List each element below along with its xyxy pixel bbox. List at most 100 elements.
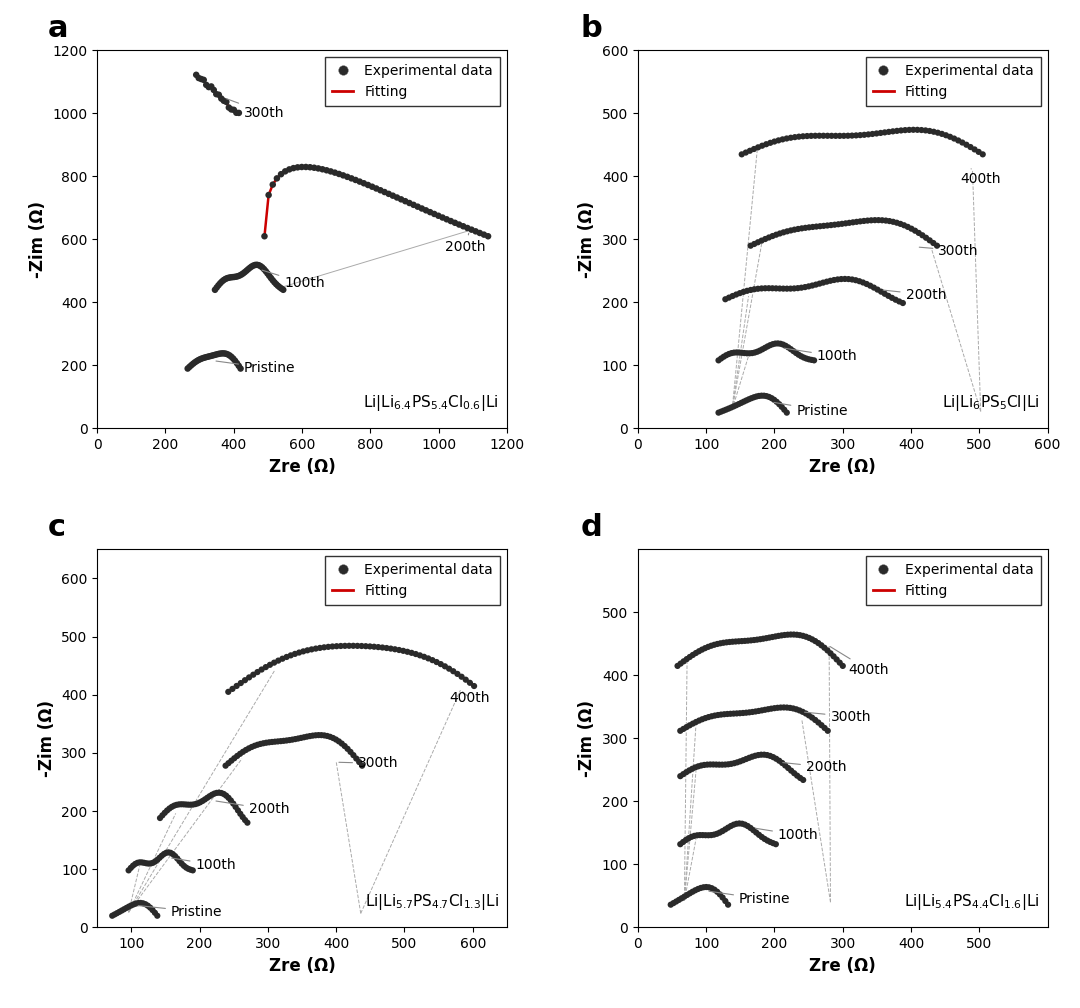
Point — [958, 137, 975, 153]
Point — [962, 139, 980, 155]
Point — [253, 661, 270, 677]
Point — [905, 122, 922, 138]
Point — [792, 770, 809, 786]
Point — [733, 146, 751, 162]
Point — [738, 751, 755, 767]
Point — [901, 122, 918, 138]
Point — [813, 717, 831, 733]
Point — [768, 227, 785, 243]
Point — [364, 178, 381, 195]
Point — [811, 218, 828, 234]
Point — [748, 632, 766, 648]
Point — [297, 159, 314, 175]
Point — [678, 887, 696, 903]
Point — [256, 228, 273, 244]
Point — [693, 712, 711, 728]
Point — [453, 668, 470, 684]
Point — [307, 727, 324, 743]
Point — [177, 796, 194, 812]
Point — [251, 257, 268, 273]
Point — [295, 729, 312, 745]
Point — [708, 884, 726, 900]
Point — [819, 218, 836, 234]
Point — [731, 706, 748, 722]
Text: 100th: 100th — [262, 270, 325, 290]
Point — [315, 728, 333, 744]
Point — [215, 272, 232, 288]
Point — [774, 280, 792, 296]
Point — [793, 279, 810, 295]
Point — [191, 794, 208, 810]
Point — [970, 144, 987, 160]
Point — [782, 280, 799, 296]
Point — [217, 271, 234, 287]
Point — [421, 204, 438, 220]
Point — [690, 758, 707, 774]
Point — [829, 216, 847, 232]
Point — [198, 77, 215, 93]
Point — [865, 279, 882, 295]
Point — [868, 125, 886, 141]
Point — [677, 832, 694, 848]
Point — [770, 753, 787, 769]
Point — [787, 702, 805, 718]
Point — [806, 353, 823, 369]
Point — [141, 899, 159, 915]
Point — [798, 351, 815, 367]
Point — [687, 759, 704, 775]
Point — [125, 896, 143, 912]
Point — [731, 815, 748, 832]
Point — [459, 220, 476, 236]
Point — [692, 757, 710, 773]
Point — [106, 906, 123, 922]
Point — [730, 633, 747, 649]
Point — [877, 213, 894, 229]
Point — [672, 768, 689, 784]
Point — [887, 291, 904, 307]
Text: a: a — [48, 14, 68, 43]
Point — [374, 639, 391, 655]
Point — [774, 337, 792, 353]
Point — [226, 750, 243, 766]
Point — [222, 349, 240, 365]
Point — [108, 905, 125, 921]
Point — [167, 796, 185, 812]
Point — [384, 187, 402, 204]
Point — [392, 192, 409, 208]
Point — [232, 675, 249, 691]
Point — [200, 79, 217, 95]
Point — [800, 278, 818, 294]
Point — [717, 401, 734, 417]
Point — [774, 225, 792, 241]
Point — [782, 341, 799, 357]
Point — [974, 146, 991, 162]
Point — [714, 757, 731, 773]
Point — [804, 277, 821, 293]
Point — [252, 258, 269, 274]
Point — [795, 628, 812, 644]
Point — [720, 400, 738, 416]
Point — [937, 127, 955, 143]
Text: 200th: 200th — [445, 233, 486, 254]
Point — [677, 764, 694, 780]
Point — [876, 124, 893, 140]
Point — [760, 280, 778, 296]
Text: b: b — [581, 14, 603, 43]
Point — [728, 345, 745, 361]
Point — [881, 213, 899, 229]
Point — [720, 346, 738, 362]
Point — [229, 748, 246, 764]
Point — [149, 852, 166, 868]
Point — [718, 706, 735, 722]
Point — [721, 634, 739, 650]
Point — [153, 807, 171, 824]
Point — [475, 227, 492, 243]
Point — [243, 739, 260, 755]
Point — [160, 845, 177, 861]
Text: 400th: 400th — [960, 169, 1001, 185]
Point — [228, 678, 245, 695]
Point — [819, 128, 836, 144]
Point — [725, 398, 742, 414]
Point — [775, 700, 793, 716]
Point — [840, 215, 858, 231]
